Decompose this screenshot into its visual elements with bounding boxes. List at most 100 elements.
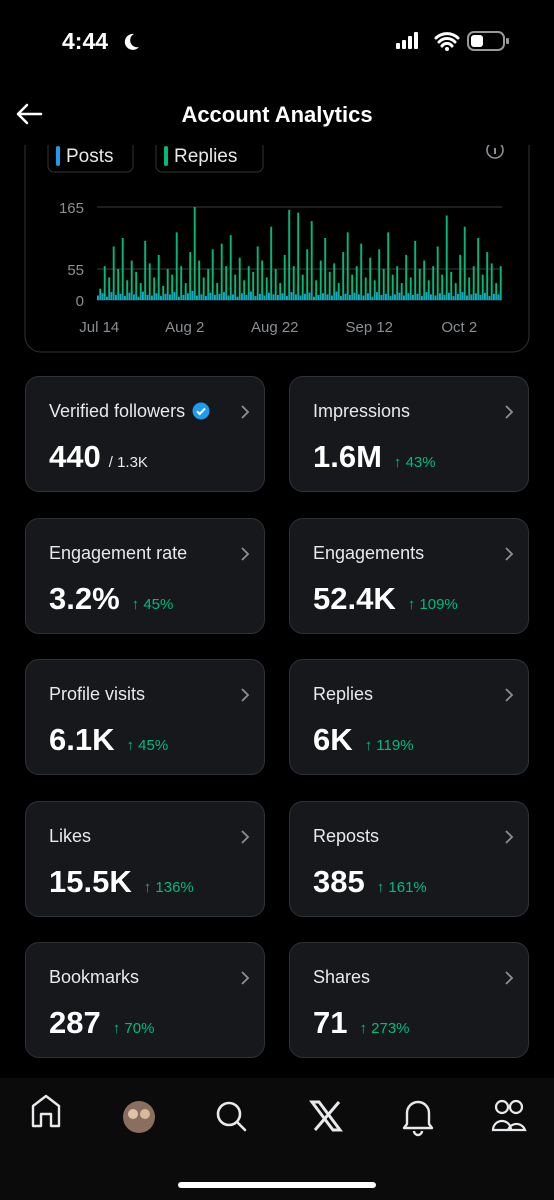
back-button[interactable]: [14, 102, 44, 126]
metric-number: 15.5K: [49, 863, 132, 899]
x-tick-label: Aug 2: [165, 319, 204, 336]
metric-number: 3.2%: [49, 580, 120, 616]
legend-swatch: [56, 146, 60, 166]
metric-change: ↑ 45%: [126, 737, 169, 754]
bar: [281, 293, 284, 300]
bar: [477, 238, 480, 300]
bar: [373, 280, 376, 300]
bar: [193, 207, 196, 300]
bar: [497, 294, 500, 300]
bar: [450, 271, 453, 300]
bar: [218, 293, 221, 300]
bar: [290, 292, 293, 300]
bar: [128, 292, 131, 300]
bar: [121, 238, 124, 300]
bar: [160, 296, 162, 300]
bar: [117, 269, 120, 300]
metric-label: Engagements: [313, 542, 425, 563]
avatar-face: [128, 1109, 138, 1119]
metric-value: 1.6M ↑ 43%: [313, 439, 436, 475]
home-indicator: [178, 1182, 376, 1188]
bar: [409, 277, 412, 300]
system-icons: [396, 31, 509, 51]
bar: [394, 294, 396, 300]
bar: [328, 271, 331, 300]
metric-card[interactable]: Bookmarks 287 ↑ 70%: [25, 942, 265, 1058]
moon-icon: [124, 33, 139, 50]
bar: [351, 274, 354, 300]
bar: [103, 266, 106, 300]
chevron: [241, 688, 250, 702]
bar: [355, 266, 358, 300]
bar: [400, 283, 403, 300]
metric-card[interactable]: Profile visits 6.1K ↑ 45%: [25, 659, 265, 775]
metric-card[interactable]: Likes 15.5K ↑ 136%: [25, 800, 265, 917]
search-icon[interactable]: [216, 1101, 242, 1127]
bar: [344, 293, 347, 300]
metric-number: 440: [49, 439, 101, 474]
bar: [434, 295, 437, 300]
bar: [126, 280, 129, 300]
bar: [376, 292, 378, 300]
top-bar: Account Analytics: [0, 80, 554, 145]
bar: [493, 293, 495, 300]
community-icon[interactable]: [494, 1099, 510, 1115]
bar: [164, 293, 167, 300]
bar: [315, 280, 318, 300]
bar: [106, 296, 108, 300]
x-tick-label: Jul 14: [79, 319, 119, 336]
bar: [475, 293, 477, 300]
metric-card[interactable]: Impressions 1.6M ↑ 43%: [289, 376, 529, 492]
bar: [265, 277, 268, 300]
bar: [205, 296, 207, 300]
bar: [425, 292, 428, 300]
metric-card[interactable]: Replies 6K ↑ 119%: [289, 659, 529, 775]
x-tick-label: Aug 22: [251, 319, 299, 336]
nav-icons: [31, 1094, 527, 1188]
bar: [187, 293, 189, 300]
bar: [225, 266, 228, 300]
bar: [166, 269, 169, 300]
bar: [470, 294, 473, 300]
community-icon-b: [508, 1099, 524, 1115]
bar: [362, 295, 365, 300]
chart: Posts Replies 0 55 165 Jul 14 Aug 2 Aug 22 Sep 1…: [24, 109, 530, 353]
metric-label: Profile visits: [49, 684, 146, 704]
metric-number: 6.1K: [49, 722, 115, 757]
bar: [108, 277, 111, 300]
bar: [398, 292, 401, 300]
bar: [207, 269, 210, 300]
bar: [353, 292, 356, 300]
metric-value: 52.4K ↑ 109%: [313, 581, 458, 617]
bar: [306, 249, 309, 300]
bar: [241, 293, 243, 300]
bar: [162, 285, 165, 300]
metric-number: 287: [49, 1005, 101, 1040]
y-tick-label: 55: [67, 262, 84, 279]
home-icon[interactable]: [31, 1094, 61, 1128]
bar: [299, 295, 302, 300]
metric-label: Shares: [313, 967, 371, 987]
metric-card[interactable]: Verified followers 440 / 1.3K: [25, 376, 265, 492]
bar: [380, 294, 383, 300]
bar: [268, 292, 270, 300]
bar: [101, 293, 104, 300]
search-handle: [235, 1120, 247, 1132]
metric-card[interactable]: Reposts 385 ↑ 161%: [289, 800, 529, 917]
metric-label: Verified followers: [49, 401, 210, 422]
x-icon[interactable]: [309, 1100, 343, 1132]
bar: [133, 294, 135, 300]
bar: [445, 215, 448, 300]
bar: [157, 254, 160, 300]
bar: [310, 221, 313, 300]
metric-card[interactable]: Engagement rate 3.2% ↑ 45%: [25, 517, 265, 634]
chevron: [241, 829, 250, 844]
bar: [182, 294, 185, 300]
avatar[interactable]: [123, 1101, 155, 1133]
bar: [178, 296, 180, 300]
metric-card[interactable]: Shares 71 ↑ 273%: [289, 942, 529, 1058]
bar: [322, 293, 324, 300]
bell-icon[interactable]: [402, 1100, 434, 1137]
bar: [326, 294, 329, 300]
metric-card[interactable]: Engagements 52.4K ↑ 109%: [289, 517, 529, 634]
